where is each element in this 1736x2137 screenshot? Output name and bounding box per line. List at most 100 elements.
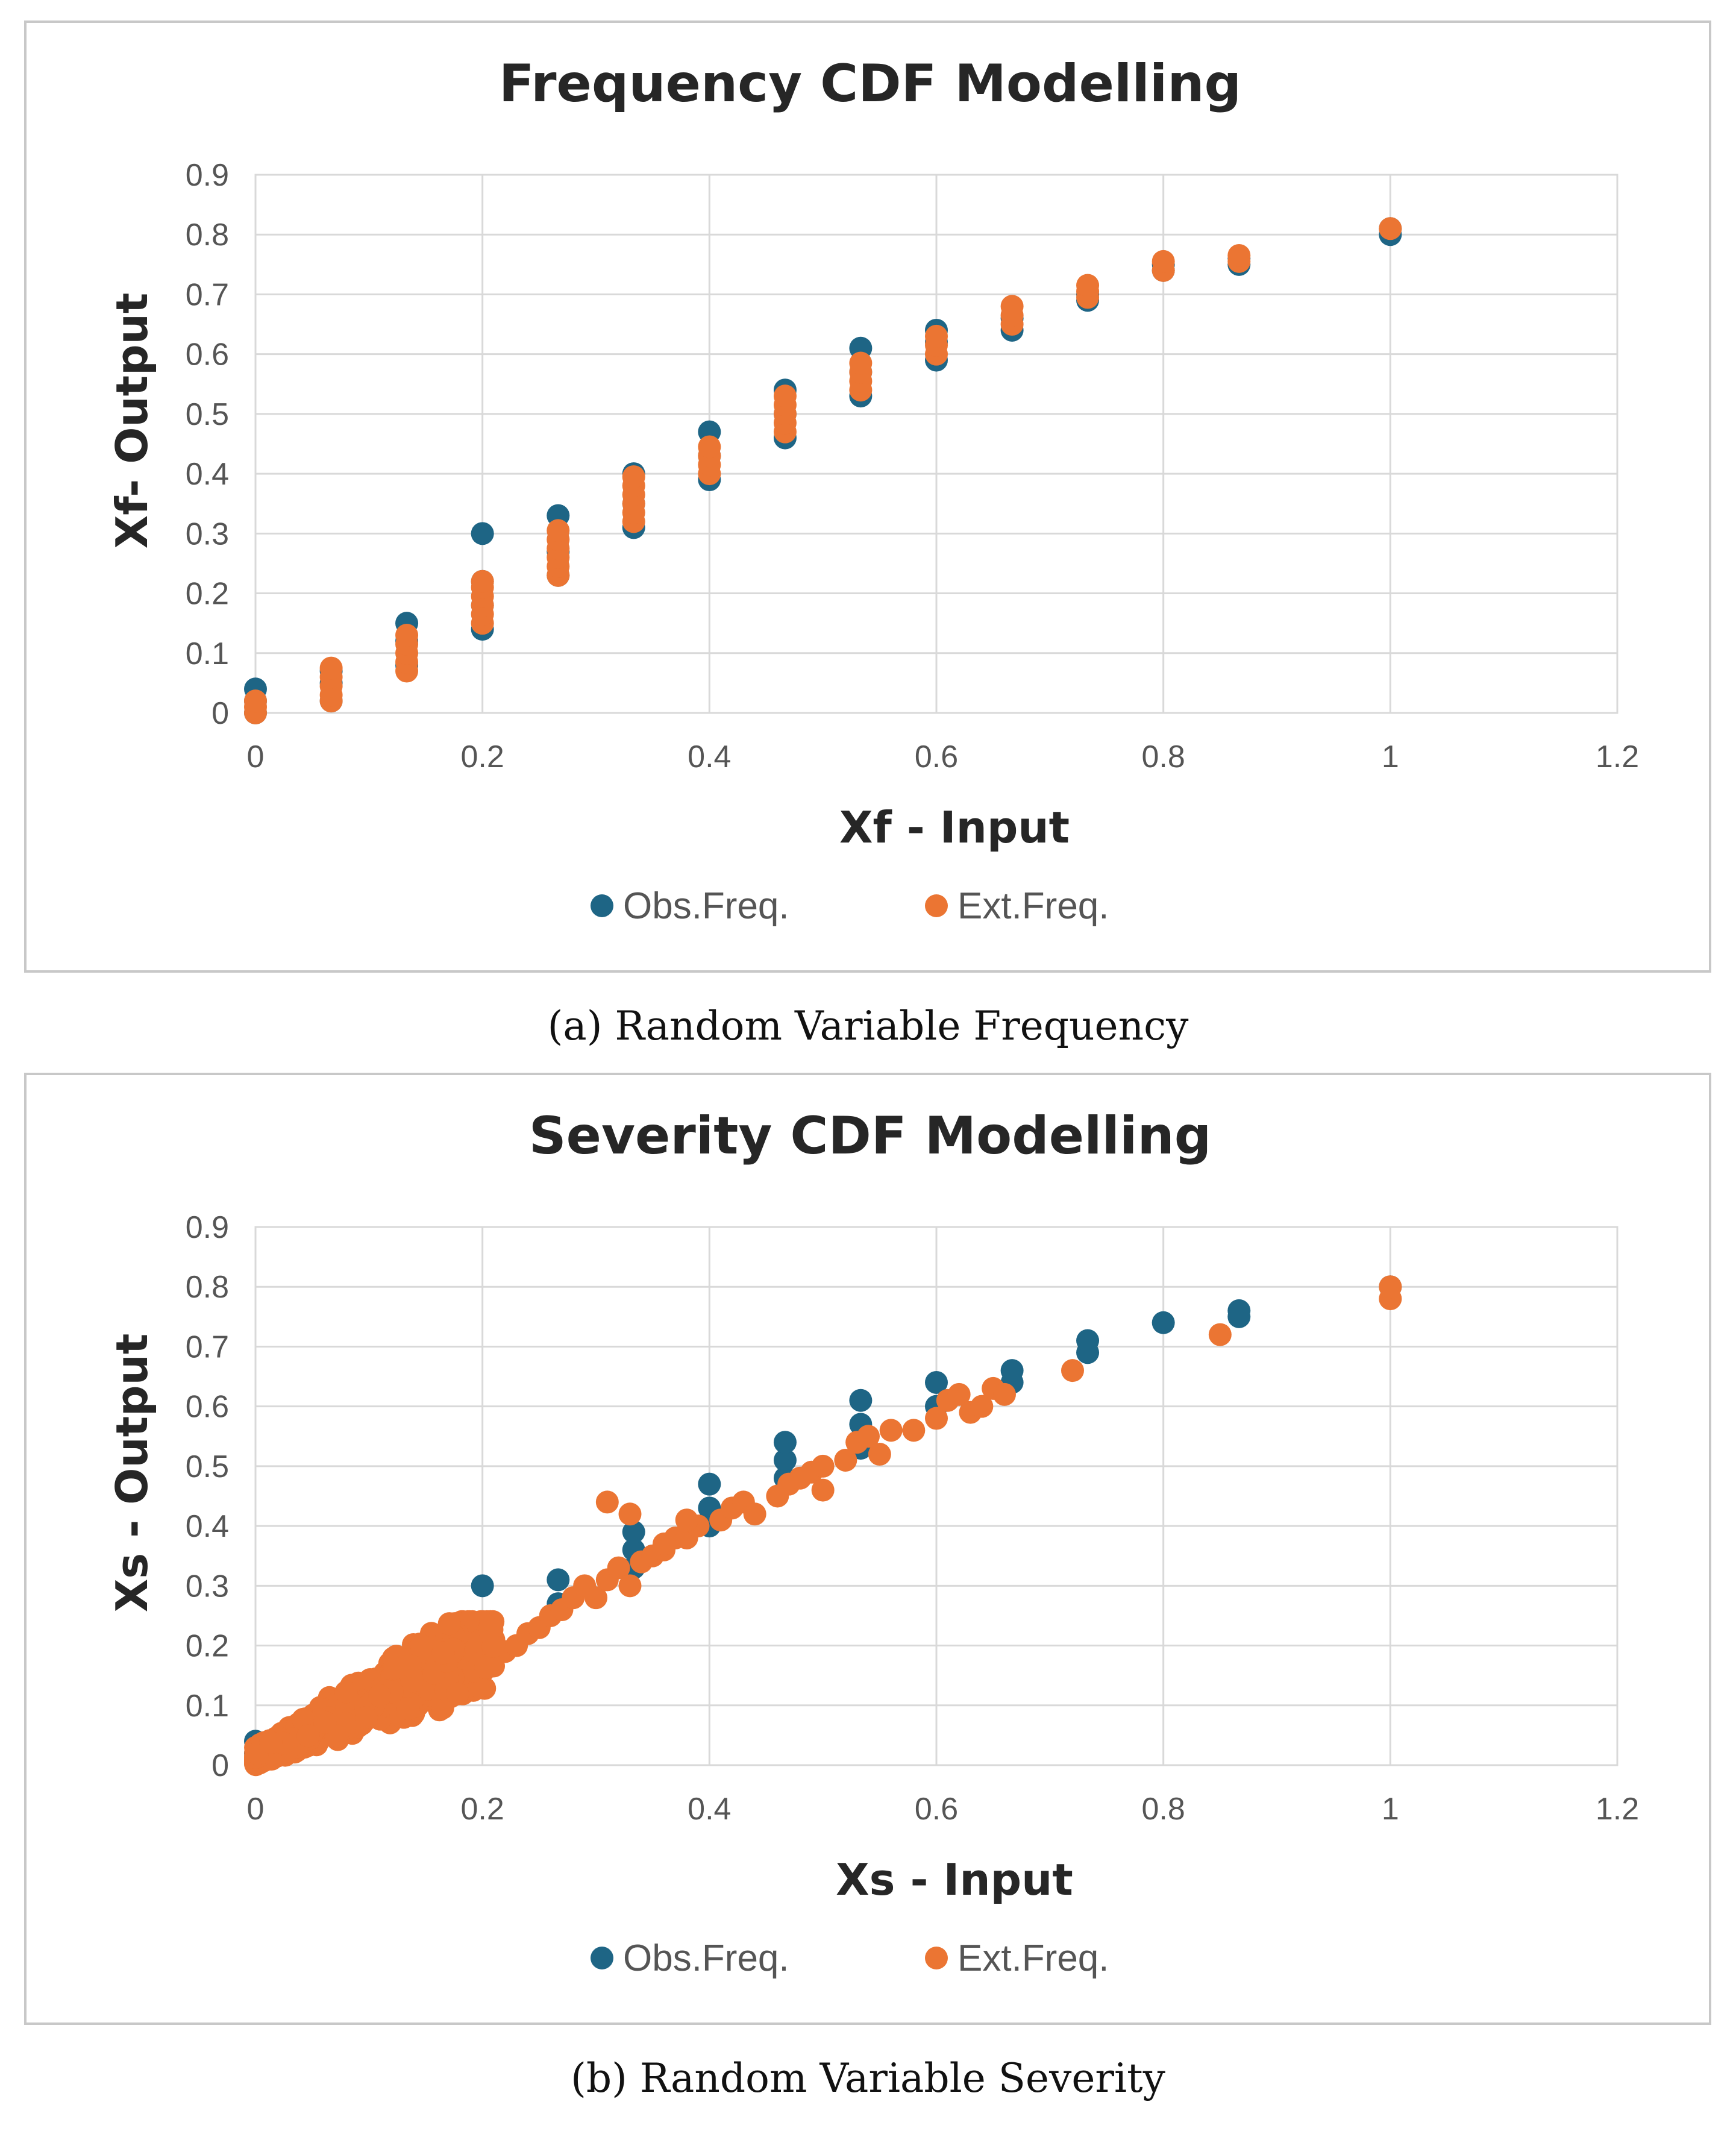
y-tick-label: 0.3	[186, 1569, 229, 1604]
data-point-obs	[773, 1431, 797, 1454]
data-point-obs	[471, 1574, 494, 1598]
legend-label-obs: Obs.Freq.	[623, 1938, 789, 1979]
x-tick-label: 0.6	[915, 739, 958, 774]
data-point-ext	[970, 1395, 994, 1418]
x-tick-label: 1.2	[1596, 1792, 1639, 1827]
x-tick-label: 0.2	[461, 739, 504, 774]
data-point-ext	[811, 1478, 835, 1502]
data-point-ext	[925, 324, 948, 348]
data-point-ext	[396, 1697, 420, 1721]
y-tick-label: 0.4	[186, 1509, 229, 1544]
data-point-ext	[902, 1419, 926, 1442]
data-point-ext	[481, 1634, 505, 1658]
x-tick-label: 0.2	[461, 1792, 504, 1827]
data-point-ext	[334, 1680, 358, 1704]
legend-label-ext: Ext.Freq.	[957, 1938, 1109, 1979]
data-point-ext	[993, 1382, 1016, 1406]
series-ext	[459, 1275, 1402, 1663]
figure-caption-a: (a) Random Variable Frequency	[547, 1003, 1189, 1049]
data-point-ext	[618, 1502, 642, 1526]
data-point-ext	[584, 1586, 607, 1610]
x-tick-label: 0.8	[1142, 1792, 1185, 1827]
data-point-ext	[618, 1574, 642, 1598]
x-tick-label: 1	[1382, 1792, 1399, 1827]
y-tick-label: 0	[212, 696, 229, 731]
data-point-ext	[868, 1443, 891, 1466]
y-tick-label: 0.5	[186, 1449, 229, 1484]
data-point-ext	[1379, 217, 1402, 240]
y-tick-label: 0.6	[186, 337, 229, 372]
severity-chart-panel: Severity CDF Modelling Xs - Output Xs - …	[24, 1073, 1711, 2025]
gridlines	[254, 174, 1618, 714]
y-tick-label: 0.5	[186, 397, 229, 432]
data-point-ext	[368, 1684, 392, 1707]
data-point-obs	[849, 1389, 873, 1412]
series-obs	[244, 217, 1402, 724]
legend-label-ext: Ext.Freq.	[957, 885, 1109, 927]
y-tick-label: 0.7	[186, 277, 229, 312]
data-point-obs	[925, 1370, 948, 1394]
y-tick-label: 0.8	[186, 1270, 229, 1305]
data-point-ext	[834, 1448, 857, 1472]
y-tick-label: 0.2	[186, 1629, 229, 1664]
data-point-ext	[244, 689, 267, 713]
data-point-ext	[811, 1454, 835, 1478]
data-point-ext	[849, 351, 873, 375]
y-tick-label: 0.9	[186, 158, 229, 193]
data-point-obs	[547, 1568, 570, 1592]
data-point-ext	[675, 1508, 698, 1532]
data-point-obs	[1000, 1359, 1024, 1382]
legend: Obs.Freq. Ext.Freq.	[591, 1938, 1109, 1979]
data-point-ext	[383, 1657, 406, 1680]
data-point-ext	[925, 1407, 948, 1430]
y-tick-label: 0.8	[186, 218, 229, 253]
legend-label-obs: Obs.Freq.	[623, 885, 789, 927]
data-point-ext	[879, 1419, 903, 1442]
data-point-ext	[446, 1682, 469, 1706]
data-point-obs	[1076, 1329, 1100, 1352]
data-point-ext	[743, 1502, 766, 1526]
y-tick-label: 0.3	[186, 516, 229, 551]
data-point-obs	[1227, 1299, 1251, 1322]
x-tick-label: 1.2	[1596, 739, 1639, 774]
y-tick-label: 0.7	[186, 1329, 229, 1364]
legend-marker-ext	[925, 1947, 948, 1969]
data-point-ext	[607, 1556, 630, 1580]
data-point-ext	[1076, 274, 1100, 297]
data-point-ext	[1152, 249, 1175, 273]
x-tick-label: 0.4	[688, 739, 731, 774]
data-point-obs	[773, 1448, 797, 1472]
data-point-ext	[319, 656, 343, 680]
x-tick-label: 0.4	[688, 1792, 731, 1827]
y-axis-title: Xf- Output	[107, 293, 157, 549]
data-point-ext	[1208, 1323, 1232, 1346]
x-tick-label: 0	[247, 739, 265, 774]
data-point-ext	[313, 1710, 337, 1734]
legend-marker-obs	[591, 1947, 613, 1969]
frequency-cdf-scatter-chart: Frequency CDF Modelling Xf- Output Xf - …	[107, 54, 1639, 927]
y-tick-label: 0.2	[186, 577, 229, 612]
x-tick-label: 0.8	[1142, 739, 1185, 774]
plot-area-frame	[254, 1226, 1618, 1766]
x-tick-label: 0.6	[915, 1792, 958, 1827]
data-point-ext	[410, 1634, 433, 1657]
data-point-ext	[296, 1724, 320, 1748]
data-point-obs	[622, 1520, 645, 1544]
data-point-obs	[698, 1472, 721, 1496]
data-point-ext	[395, 624, 419, 647]
y-tick-label: 0.1	[186, 636, 229, 671]
y-tick-label: 0.1	[186, 1689, 229, 1724]
y-tick-label: 0.9	[186, 1210, 229, 1245]
data-point-ext	[622, 465, 645, 489]
data-point-ext	[947, 1382, 971, 1406]
data-point-ext	[773, 384, 797, 408]
data-point-ext	[1000, 295, 1024, 318]
data-point-obs	[471, 522, 494, 545]
y-tick-label: 0.6	[186, 1390, 229, 1425]
chart-title: Severity CDF Modelling	[529, 1106, 1212, 1166]
legend-marker-obs	[591, 894, 613, 917]
chart-title: Frequency CDF Modelling	[499, 54, 1241, 114]
data-point-ext	[698, 435, 721, 459]
data-point-ext	[857, 1425, 880, 1448]
x-tick-label: 1	[1382, 739, 1399, 774]
